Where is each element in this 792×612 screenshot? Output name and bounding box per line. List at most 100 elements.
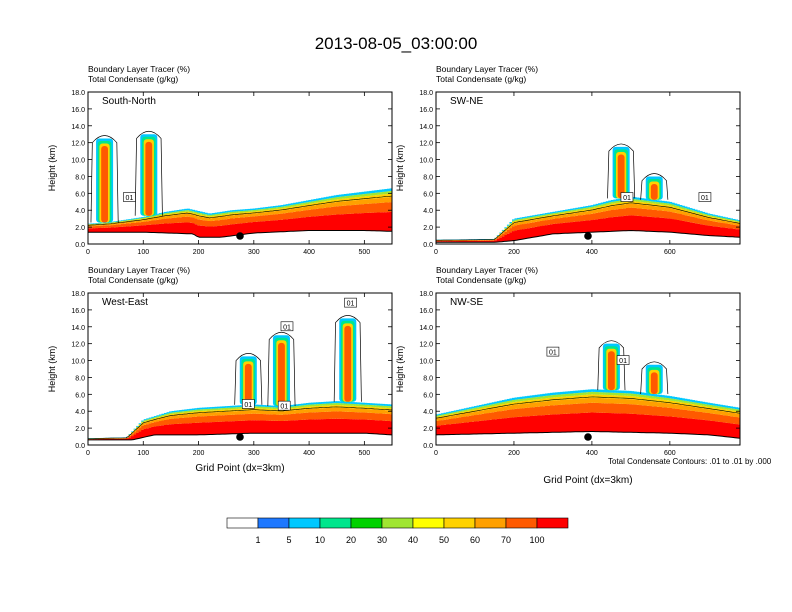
tracer-cell: [88, 225, 92, 227]
tracer-cell: [131, 434, 135, 437]
tracer-cell: [184, 409, 188, 411]
tracer-cell: [303, 412, 307, 420]
tracer-cell: [691, 406, 695, 411]
tracer-cell: [506, 398, 511, 402]
tracer-cell: [615, 199, 619, 202]
tracer-cell: [364, 404, 368, 407]
tracer-cell: [468, 408, 473, 411]
x-tick-label: 200: [193, 249, 205, 256]
tracer-cell: [572, 395, 576, 400]
tracer-cell: [336, 206, 340, 215]
tracer-cell: [328, 198, 332, 201]
tracer-cell: [379, 409, 383, 414]
tracer-cell: [318, 198, 322, 201]
tracer-cell: [196, 214, 201, 217]
tracer-cell: [512, 404, 516, 410]
tracer-cell: [348, 195, 353, 198]
tracer-cell: [443, 417, 447, 420]
tracer-cell: [333, 195, 337, 198]
tracer-cell: [171, 210, 175, 213]
tracer-cell: [123, 219, 127, 221]
tracer-cell: [712, 221, 716, 227]
panel-title-line: Total Condensate (g/kg): [88, 74, 178, 84]
tracer-cell: [722, 407, 726, 409]
tracer-cell: [346, 201, 350, 206]
tracer-cell: [176, 217, 180, 223]
tracer-cell: [300, 405, 304, 408]
tracer-cell: [179, 209, 183, 212]
tracer-cell: [441, 420, 445, 426]
tracer-cell: [737, 413, 740, 418]
tracer-cell: [453, 411, 457, 414]
tracer-cell: [237, 420, 241, 434]
tracer-cell: [260, 215, 264, 222]
tracer-cell: [331, 202, 335, 207]
y-tick-label: 12.0: [71, 342, 85, 349]
tracer-cell: [512, 402, 516, 405]
panel-title-line: Total Condensate (g/kg): [436, 74, 526, 84]
tracer-cell: [600, 394, 604, 399]
tracer-cell: [328, 200, 332, 204]
tracer-cell: [486, 239, 490, 240]
tracer-cell: [232, 224, 236, 236]
tracer-cell: [669, 203, 673, 206]
tracer-cell: [313, 209, 317, 217]
tracer-cell: [265, 405, 269, 407]
tracer-cell: [658, 202, 663, 205]
tracer-cell: [582, 398, 587, 404]
tracer-cell: [603, 412, 607, 432]
tracer-cell: [361, 408, 365, 413]
tracer-cell: [252, 211, 256, 214]
tracer-cell: [577, 392, 581, 396]
tracer-cell: [237, 223, 241, 235]
tracer-cell: [590, 397, 594, 403]
tracer-cell: [232, 407, 236, 410]
tracer-cell: [326, 403, 330, 406]
tracer-cell: [133, 430, 137, 433]
tracer-cell: [166, 223, 170, 234]
tracer-cell: [272, 220, 277, 233]
tracer-cell: [648, 393, 652, 396]
tracer-cell: [448, 414, 452, 417]
tracer-cell: [384, 191, 388, 195]
tracer-cell: [131, 431, 135, 433]
tracer-cell: [542, 406, 546, 416]
tracer-cell: [476, 405, 480, 408]
tracer-cell: [719, 408, 723, 412]
tracer-cell: [580, 206, 584, 209]
tracer-cell: [227, 215, 231, 219]
tracer-cell: [300, 204, 304, 208]
tracer-cell: [626, 201, 630, 204]
tracer-cell: [603, 398, 607, 404]
tracer-cell: [694, 214, 698, 218]
tracer-cell: [252, 221, 256, 234]
tracer-cell: [100, 224, 104, 226]
tracer-cell: [252, 410, 256, 414]
tracer-cell: [641, 204, 645, 209]
tracer-cell: [146, 219, 150, 222]
tracer-cell: [704, 406, 708, 409]
tracer-cell: [359, 406, 363, 409]
tracer-cell: [542, 401, 546, 407]
tracer-cell: [552, 211, 556, 214]
tracer-cell: [108, 227, 112, 233]
tracer-cell: [466, 416, 470, 423]
tracer-cell: [115, 221, 119, 223]
tracer-cell: [234, 214, 239, 219]
tracer-cell: [719, 217, 723, 219]
tracer-cell: [196, 216, 201, 220]
tracer-cell: [146, 421, 150, 425]
tracer-cell: [648, 209, 652, 217]
tracer-cell: [348, 405, 353, 409]
tracer-cell: [628, 207, 632, 216]
tracer-cell: [567, 216, 571, 223]
tracer-cell: [283, 206, 287, 208]
tracer-cell: [550, 212, 554, 214]
tracer-cell: [585, 206, 589, 208]
tracer-cell: [643, 395, 647, 398]
tracer-cell: [702, 401, 706, 404]
tracer-cell: [722, 217, 726, 220]
tracer-cell: [123, 438, 127, 439]
tracer-cell: [732, 406, 736, 409]
tracer-cell: [691, 213, 695, 217]
